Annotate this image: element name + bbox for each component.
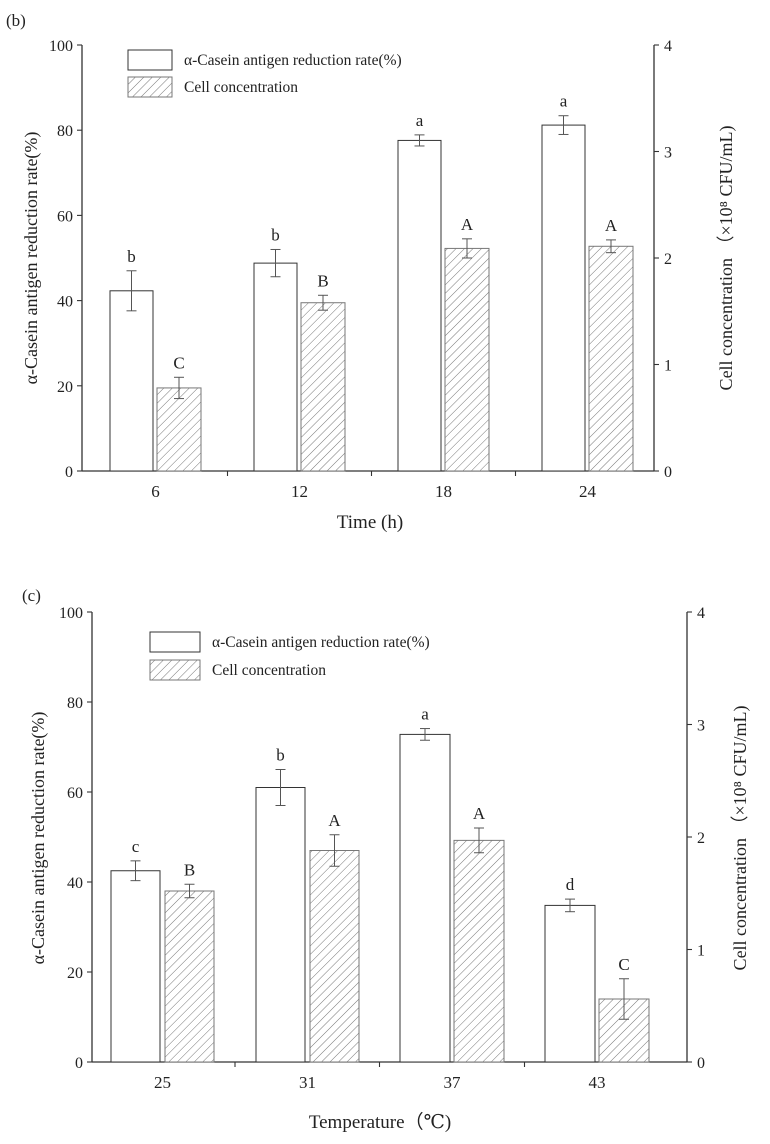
y-tick-label: 100 [49, 38, 73, 55]
legend-label: Cell concentration [212, 662, 326, 679]
significance-letter: d [566, 875, 575, 894]
bar [164, 890, 215, 1063]
significance-letter: A [605, 216, 618, 235]
legend-swatch [149, 631, 201, 653]
y-axis-label: α-Casein antigen reduction rate(%) [21, 132, 42, 385]
y-tick-label: 80 [67, 695, 83, 712]
legend-label: α-Casein antigen reduction rate(%) [212, 634, 430, 651]
y-tick-label: 20 [57, 379, 73, 396]
panel-b: (b) Time (h) α-Casein antigen reduction … [6, 11, 737, 533]
bar [110, 870, 161, 1063]
significance-letter: C [173, 353, 184, 372]
x-tick-label: 31 [299, 1073, 316, 1092]
bar [453, 839, 505, 1063]
y-tick-label: 40 [67, 875, 83, 892]
x-tick-label: 24 [579, 482, 597, 501]
significance-letter: a [560, 92, 568, 111]
significance-letter: A [328, 811, 341, 830]
y2-axis-label: Cell concentration （×10⁸ CFU/mL) [716, 126, 737, 391]
significance-letter: A [473, 804, 486, 823]
panel-label: (b) [6, 11, 26, 30]
y-tick-label: 0 [65, 464, 73, 481]
panel-label: (c) [22, 586, 41, 605]
y2-tick-label: 1 [664, 358, 672, 375]
y2-tick-label: 4 [697, 605, 705, 622]
y-tick-label: 60 [67, 785, 83, 802]
y2-tick-label: 2 [664, 251, 672, 268]
bar [541, 124, 586, 472]
y2-tick-label: 0 [697, 1055, 705, 1072]
significance-letter: A [461, 215, 474, 234]
significance-letter: B [317, 271, 328, 290]
bar [588, 245, 634, 472]
y2-tick-label: 4 [664, 38, 672, 55]
x-tick-label: 12 [291, 482, 308, 501]
bar [255, 787, 306, 1063]
legend-label: Cell concentration [184, 79, 298, 96]
significance-letter: a [421, 705, 429, 724]
legend-swatch [127, 76, 173, 98]
significance-letter: c [132, 837, 140, 856]
y-tick-label: 60 [57, 208, 73, 225]
x-tick-label: 18 [435, 482, 452, 501]
y2-tick-label: 1 [697, 943, 705, 960]
bar [309, 850, 360, 1063]
bar [109, 290, 154, 472]
significance-letter: b [276, 746, 285, 765]
bar [156, 387, 202, 472]
y-axis-label: α-Casein antigen reduction rate(%) [28, 712, 49, 965]
significance-letter: C [618, 955, 629, 974]
bar [444, 247, 490, 472]
y-tick-label: 0 [75, 1055, 83, 1072]
bar [300, 302, 346, 472]
chart-marks: 0 20 40 60 80 100 0 1 2 3 4 25 31 37 43 c b a d B A A Cα-Casei… [59, 605, 705, 1092]
y2-tick-label: 2 [697, 830, 705, 847]
x-tick-label: 37 [444, 1073, 462, 1092]
y-tick-label: 100 [59, 605, 83, 622]
x-tick-label: 25 [154, 1073, 171, 1092]
significance-letter: a [416, 111, 424, 130]
y2-axis-label: Cell concentration （×10⁸ CFU/mL) [730, 706, 751, 971]
x-tick-label: 43 [589, 1073, 606, 1092]
significance-letter: B [184, 860, 195, 879]
bar [544, 904, 596, 1063]
bar [399, 733, 451, 1063]
y-tick-label: 40 [57, 294, 73, 311]
y2-tick-label: 3 [664, 145, 672, 162]
significance-letter: b [271, 225, 280, 244]
y-tick-label: 80 [57, 123, 73, 140]
legend-swatch [127, 49, 173, 71]
y-tick-label: 20 [67, 965, 83, 982]
legend-swatch [149, 659, 201, 681]
x-axis-label: Temperature（℃) [309, 1111, 451, 1133]
x-axis-label: Time (h) [337, 512, 403, 533]
legend-label: α-Casein antigen reduction rate(%) [184, 52, 402, 69]
significance-letter: b [127, 247, 136, 266]
bar [397, 139, 442, 472]
bar [253, 262, 298, 472]
y2-tick-label: 3 [697, 718, 705, 735]
panel-c: (c) Temperature（℃) α-Casein antigen redu… [22, 586, 751, 1133]
x-tick-label: 6 [151, 482, 160, 501]
y2-tick-label: 0 [664, 464, 672, 481]
